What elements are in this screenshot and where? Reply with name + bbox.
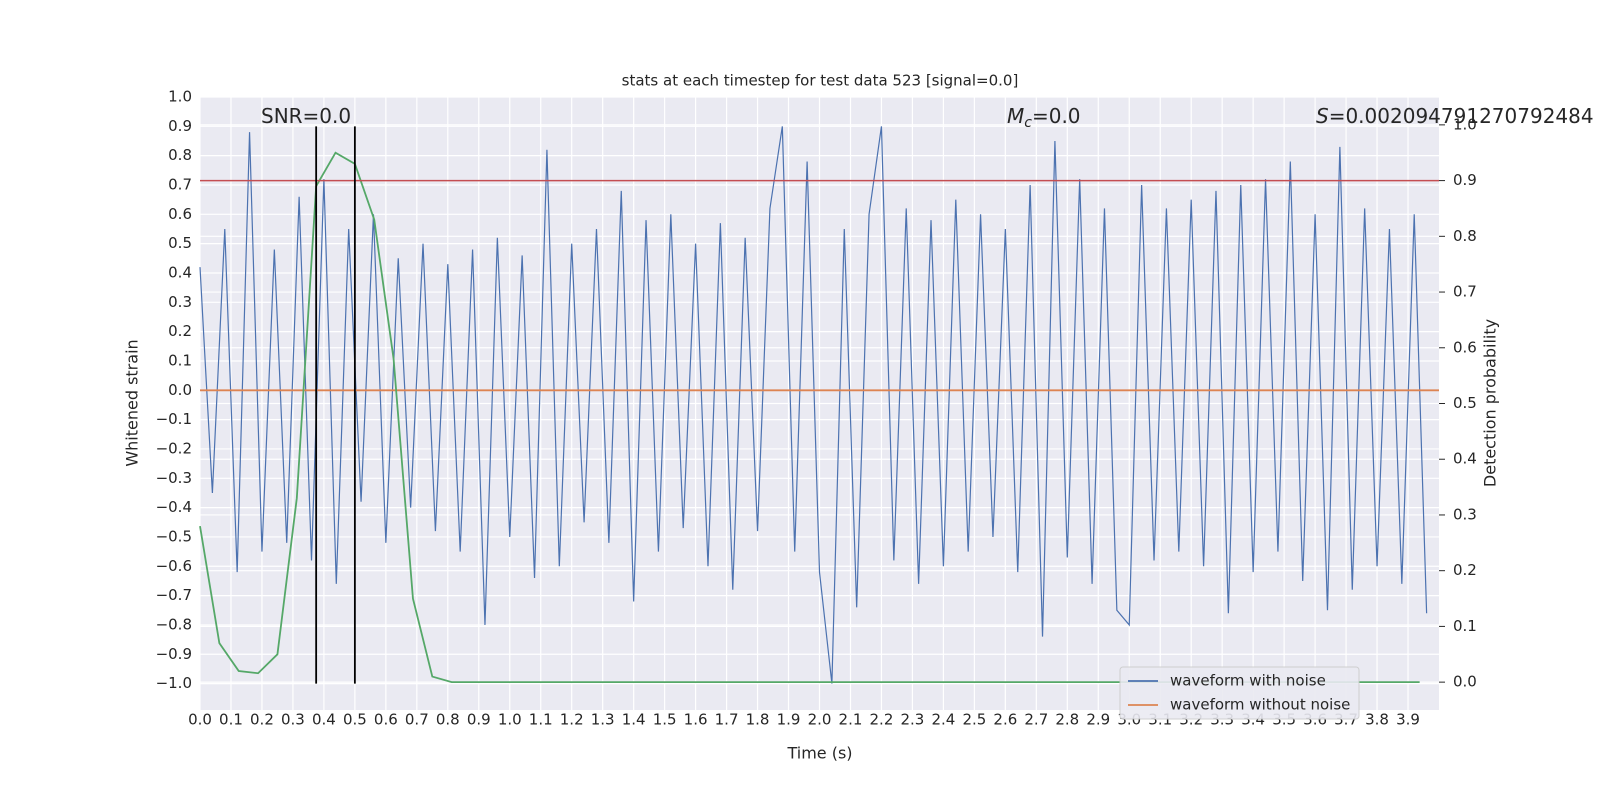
x-tick-label: 2.8 xyxy=(1055,711,1079,729)
y-tick-label: 0.4 xyxy=(168,263,192,281)
y2-tick-label: 0.5 xyxy=(1453,394,1477,412)
x-tick-label: 0.0 xyxy=(188,711,212,729)
x-tick-label: 0.2 xyxy=(250,711,274,729)
x-tick-label: 1.8 xyxy=(746,711,770,729)
y-tick-label: 0.6 xyxy=(168,205,192,223)
x-axis-label: Time (s) xyxy=(786,744,852,763)
y2-tick-label: 0.0 xyxy=(1453,673,1477,691)
x-tick-label: 2.6 xyxy=(993,711,1017,729)
legend-label: waveform with noise xyxy=(1170,672,1326,690)
x-tick-label: 0.9 xyxy=(467,711,491,729)
y-tick-label: −0.1 xyxy=(156,410,192,428)
annotation-symbol: M xyxy=(1007,104,1024,128)
annotation: SNR=0.0 xyxy=(261,104,351,128)
y-axis-label: Whitened strain xyxy=(123,339,142,466)
y2-tick-label: 0.6 xyxy=(1453,338,1477,356)
x-tick-label: 1.0 xyxy=(498,711,522,729)
x-tick-label: 2.2 xyxy=(870,711,894,729)
annotation-text: SNR=0.0 xyxy=(261,104,351,128)
x-tick-label: 3.9 xyxy=(1396,711,1420,729)
x-tick-label: 1.4 xyxy=(622,711,646,729)
x-tick-label: 3.8 xyxy=(1365,711,1389,729)
y2-tick-label: 0.7 xyxy=(1453,283,1477,301)
x-tick-label: 0.5 xyxy=(343,711,367,729)
y2-tick-label: 1.0 xyxy=(1453,115,1477,133)
x-tick-label: 2.3 xyxy=(900,711,924,729)
x-tick-label: 1.6 xyxy=(684,711,708,729)
y-tick-label: 0.2 xyxy=(168,322,192,340)
x-tick-label: 1.1 xyxy=(529,711,553,729)
y-tick-label: −0.5 xyxy=(156,527,192,545)
y2-tick-label: 0.4 xyxy=(1453,450,1477,468)
annotation-text: =0.0 xyxy=(1032,104,1081,128)
y-tick-label: −0.4 xyxy=(156,498,192,516)
y-tick-label: 0.9 xyxy=(168,117,192,135)
y2-tick-label: 0.2 xyxy=(1453,561,1477,579)
annotation: Mc=0.0 xyxy=(1007,104,1081,132)
x-tick-label: 2.7 xyxy=(1024,711,1048,729)
series-line xyxy=(199,126,1428,684)
x-tick-label: 2.1 xyxy=(839,711,863,729)
x-tick-label: 2.4 xyxy=(931,711,955,729)
y-tick-label: −0.3 xyxy=(156,469,192,487)
x-tick-label: 1.3 xyxy=(591,711,615,729)
y-tick-label: 0.8 xyxy=(168,146,192,164)
y-tick-label: 0.0 xyxy=(168,381,192,399)
x-tick-label: 0.8 xyxy=(436,711,460,729)
y-tick-label: 1.0 xyxy=(168,88,192,106)
y2-tick-label: 0.3 xyxy=(1453,505,1477,523)
x-tick-label: 0.4 xyxy=(312,711,336,729)
y-tick-label: 0.5 xyxy=(168,234,192,252)
x-tick-label: 0.7 xyxy=(405,711,429,729)
y2-tick-label: 0.9 xyxy=(1453,171,1477,189)
y-tick-label: −0.7 xyxy=(156,586,192,604)
chart-title: stats at each timestep for test data 523… xyxy=(622,72,1019,90)
y2-axis-label: Detection probability xyxy=(1481,319,1500,487)
legend-box xyxy=(1119,666,1360,720)
y-tick-label: −0.9 xyxy=(156,645,192,663)
y2-tick-label: 0.8 xyxy=(1453,227,1477,245)
annotation-text: =0.002094791270792484 xyxy=(1329,104,1594,128)
x-tick-label: 1.9 xyxy=(777,711,801,729)
y-tick-label: 0.3 xyxy=(168,293,192,311)
x-tick-label: 0.1 xyxy=(219,711,243,729)
y-tick-label: −0.8 xyxy=(156,615,192,633)
y-tick-label: −0.2 xyxy=(156,439,192,457)
y-tick-label: −1.0 xyxy=(156,674,192,692)
annotation-symbol: S xyxy=(1316,104,1329,128)
y-tick-label: −0.6 xyxy=(156,557,192,575)
x-tick-label: 2.0 xyxy=(808,711,832,729)
x-tick-label: 1.5 xyxy=(653,711,677,729)
annotation: S=0.002094791270792484 xyxy=(1316,104,1594,128)
annotation-subscript: c xyxy=(1024,115,1032,131)
y-tick-label: 0.1 xyxy=(168,351,192,369)
x-tick-label: 0.3 xyxy=(281,711,305,729)
x-tick-label: 2.5 xyxy=(962,711,986,729)
legend-label: waveform without noise xyxy=(1170,696,1350,714)
y-tick-label: 0.7 xyxy=(168,175,192,193)
x-tick-label: 1.7 xyxy=(715,711,739,729)
y2-tick-label: 0.1 xyxy=(1453,617,1477,635)
x-tick-label: 0.6 xyxy=(374,711,398,729)
x-tick-label: 1.2 xyxy=(560,711,584,729)
x-tick-label: 2.9 xyxy=(1086,711,1110,729)
